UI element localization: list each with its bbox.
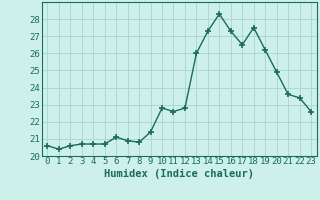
- X-axis label: Humidex (Indice chaleur): Humidex (Indice chaleur): [104, 169, 254, 179]
